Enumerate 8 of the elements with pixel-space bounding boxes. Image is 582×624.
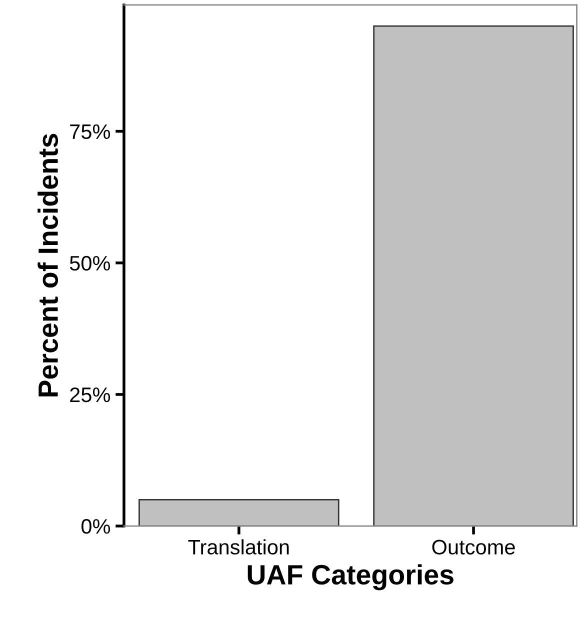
y-tick-label: 50%: [70, 256, 110, 271]
x-axis-title: UAF Categories: [248, 564, 454, 590]
y-tick-label: 25%: [70, 387, 110, 402]
x-tick-label: Outcome: [432, 540, 515, 555]
y-axis-title: Percent of Incidents: [38, 134, 58, 396]
x-tick-label: Translation: [188, 539, 289, 555]
y-tick-label: 0%: [81, 519, 110, 534]
y-tick-label: 75%: [70, 124, 110, 140]
